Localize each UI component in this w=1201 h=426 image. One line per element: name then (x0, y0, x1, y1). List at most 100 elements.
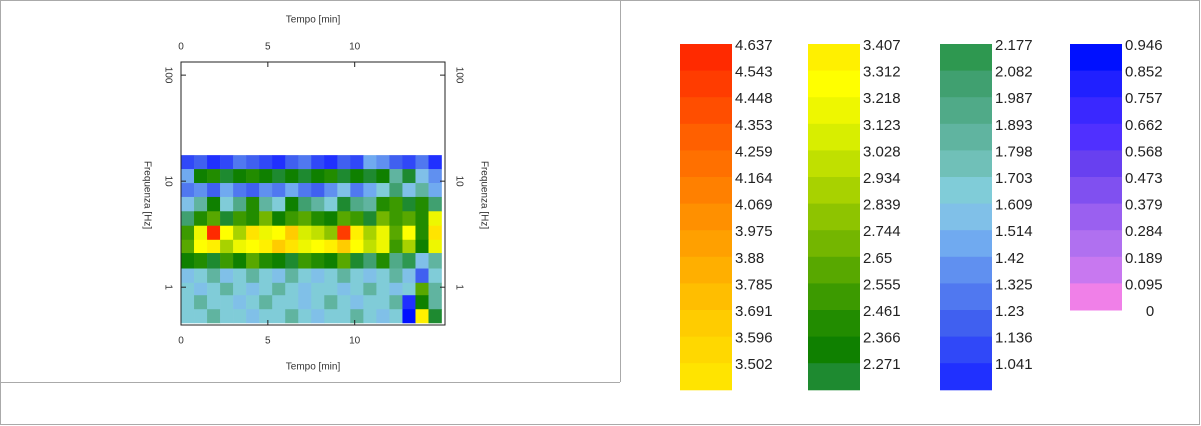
heatmap-cell (272, 211, 285, 226)
heatmap-cell (246, 197, 259, 212)
heatmap-cell (376, 240, 389, 254)
heatmap-cell (181, 253, 194, 269)
heatmap-cell (415, 240, 428, 254)
legend-label: 2.271 (863, 356, 901, 373)
legend-swatch (808, 283, 860, 310)
heatmap-cell (363, 155, 376, 169)
heatmap-cell (272, 240, 285, 254)
legend-swatch (940, 71, 992, 98)
heatmap-cell (350, 211, 363, 226)
heatmap-cell (272, 295, 285, 309)
heatmap-cell (194, 283, 207, 296)
heatmap-cell (181, 283, 194, 296)
x-tick-label: 0 (178, 336, 184, 347)
heatmap-cell (429, 169, 442, 183)
heatmap-cell (337, 309, 350, 323)
heatmap-cell (181, 183, 194, 197)
legend-swatch (1070, 97, 1122, 124)
heatmap-cell (311, 155, 324, 169)
legend-swatch (1070, 257, 1122, 284)
heatmap-cell (376, 183, 389, 197)
heatmap-cell (233, 211, 246, 226)
heatmap-cell (337, 226, 350, 240)
legend-label: 4.259 (735, 143, 773, 160)
heatmap-cell (429, 226, 442, 240)
heatmap-cell (246, 283, 259, 296)
x-tick-label: 10 (349, 336, 361, 347)
legend-label: 3.502 (735, 356, 773, 373)
x-tick-label: 0 (178, 42, 184, 53)
legend-label: 3.218 (863, 90, 901, 107)
heatmap-cell (363, 253, 376, 269)
heatmap-cell (376, 283, 389, 296)
legend-swatch (940, 150, 992, 177)
heatmap-cell (298, 283, 311, 296)
heatmap-cell (181, 155, 194, 169)
heatmap-cell (194, 240, 207, 254)
y-tick-label: 1 (453, 284, 464, 290)
heatmap-cell (220, 155, 233, 169)
heatmap-cell (389, 226, 402, 240)
screen: Tempo [min] Tempo [min] Frequenza [Hz] F… (0, 0, 1201, 426)
heatmap-cell (285, 283, 298, 296)
heatmap-cell (220, 169, 233, 183)
heatmap-cell (246, 253, 259, 269)
heatmap-cell (220, 183, 233, 197)
heatmap-cell (389, 155, 402, 169)
legend-label: 3.691 (735, 303, 773, 320)
x-tick-label: 5 (265, 336, 271, 347)
legend-swatch (680, 310, 732, 337)
heatmap-cell (324, 295, 337, 309)
x-tick-label: 5 (265, 42, 271, 53)
heatmap-cell (298, 309, 311, 323)
heatmap-cell (246, 269, 259, 284)
heatmap-cell (402, 197, 415, 212)
heatmap-cell (220, 283, 233, 296)
heatmap-cell (220, 309, 233, 323)
heatmap-cell (324, 240, 337, 254)
heatmap-cell (363, 226, 376, 240)
legend-label: 2.65 (863, 250, 892, 267)
heatmap-cell (363, 169, 376, 183)
heatmap-cell (311, 240, 324, 254)
heatmap-cell (429, 183, 442, 197)
legend-label: 0.095 (1125, 276, 1163, 293)
heatmap-cell (324, 253, 337, 269)
heatmap-cell (246, 183, 259, 197)
heatmap-cell (298, 240, 311, 254)
heatmap-cell (285, 226, 298, 240)
heatmap-cell (324, 197, 337, 212)
legend-label: 3.407 (863, 37, 901, 54)
heatmap-cell (415, 155, 428, 169)
heatmap-cell (259, 226, 272, 240)
legend-label: 0.379 (1125, 197, 1163, 214)
heatmap-cell (376, 226, 389, 240)
heatmap-cell (259, 269, 272, 284)
heatmap-cell (415, 253, 428, 269)
legend-label: 0.473 (1125, 170, 1163, 187)
heatmap-cell (337, 197, 350, 212)
legend-label: 3.028 (863, 143, 901, 160)
heatmap-cell (376, 169, 389, 183)
heatmap-cell (233, 169, 246, 183)
heatmap-cell (337, 295, 350, 309)
heatmap-cell (194, 169, 207, 183)
legend-swatch (808, 230, 860, 257)
legend-swatch (680, 204, 732, 231)
heatmap-cell (363, 197, 376, 212)
legend-swatch (1070, 150, 1122, 177)
heatmap-cell (376, 155, 389, 169)
heatmap-cell (259, 183, 272, 197)
heatmap-cell (194, 211, 207, 226)
heatmap-cell (376, 309, 389, 323)
heatmap-cell (246, 155, 259, 169)
heatmap-cell (415, 183, 428, 197)
legend-label: 3.596 (735, 330, 773, 347)
heatmap-cell (207, 183, 220, 197)
heatmap-cell (415, 295, 428, 309)
heatmap-cell (233, 309, 246, 323)
heatmap-cell (429, 155, 442, 169)
heatmap-cell (350, 197, 363, 212)
heatmap-cell (376, 197, 389, 212)
legend-swatch (808, 44, 860, 71)
